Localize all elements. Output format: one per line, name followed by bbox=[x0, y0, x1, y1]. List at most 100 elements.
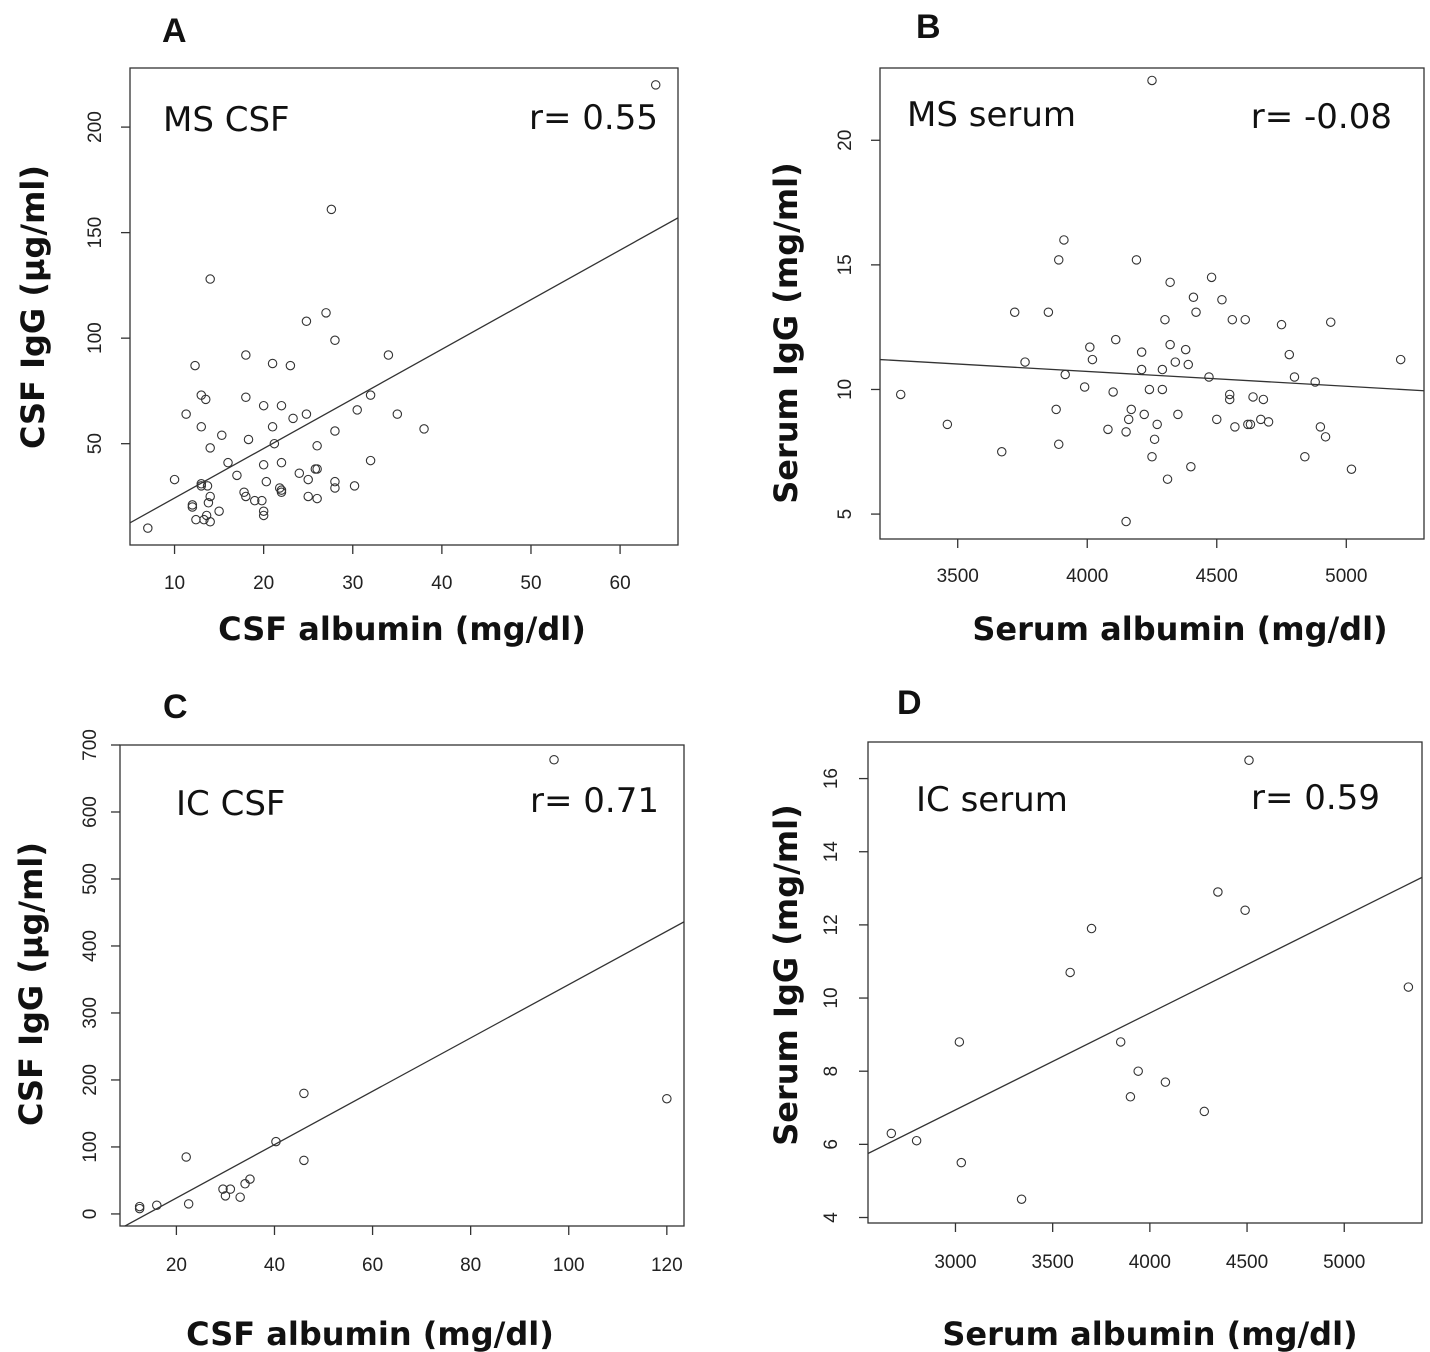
data-point-a-61 bbox=[349, 481, 360, 491]
data-point-a-39 bbox=[274, 483, 285, 493]
x-tick-label-c-80: 80 bbox=[460, 1255, 481, 1276]
data-point-b-61 bbox=[1300, 452, 1310, 462]
x-tick-label-c-20: 20 bbox=[166, 1255, 187, 1276]
plot-frame-c bbox=[119, 744, 685, 1227]
data-point-b-20 bbox=[1126, 404, 1137, 415]
data-point-b-7 bbox=[1053, 439, 1064, 450]
panel-a: A MS CSF r= 0.55 CSF albumin (mg/dl) CSF… bbox=[14, 12, 679, 648]
data-point-d-10 bbox=[1160, 1077, 1171, 1087]
data-point-a-55 bbox=[321, 308, 331, 318]
panel-d: D IC serum r= 0.59 Serum albumin (mg/dl)… bbox=[767, 684, 1423, 1352]
data-point-a-29 bbox=[249, 495, 260, 506]
data-point-b-15 bbox=[1110, 334, 1121, 345]
panel-letter-c: C bbox=[163, 688, 188, 726]
data-point-a-44 bbox=[285, 360, 296, 371]
data-point-c-9 bbox=[240, 1179, 250, 1189]
data-point-a-49 bbox=[303, 491, 313, 502]
x-tick-label-c-100: 100 bbox=[553, 1255, 585, 1276]
data-point-a-24 bbox=[239, 487, 249, 497]
data-point-c-5 bbox=[218, 1184, 228, 1194]
data-point-a-4 bbox=[187, 502, 198, 512]
y-tick-label-d-8: 8 bbox=[821, 1066, 842, 1077]
data-point-b-19 bbox=[1123, 414, 1134, 425]
y-axis-title-d: Serum IgG (mg/ml) bbox=[767, 804, 805, 1146]
y-tick-label-c-0: 0 bbox=[80, 1209, 101, 1220]
y-tick-label-d-16: 16 bbox=[821, 768, 842, 789]
data-point-b-13 bbox=[1087, 354, 1098, 365]
data-point-c-1 bbox=[134, 1201, 145, 1212]
data-point-d-5 bbox=[1065, 967, 1075, 978]
y-axis-title-c: CSF IgG (µg/ml) bbox=[12, 842, 50, 1126]
data-point-a-16 bbox=[205, 491, 215, 502]
y-tick-label-c-600: 600 bbox=[80, 796, 101, 828]
data-point-b-60 bbox=[1289, 372, 1300, 382]
data-point-b-33 bbox=[1162, 474, 1173, 484]
data-point-d-1 bbox=[911, 1135, 922, 1146]
data-point-c-14 bbox=[549, 754, 559, 765]
y-tick-label-b-5: 5 bbox=[835, 509, 856, 520]
data-point-a-60 bbox=[330, 335, 340, 346]
y-tick-label-d-4: 4 bbox=[821, 1212, 842, 1223]
data-point-d-9 bbox=[1133, 1066, 1143, 1076]
data-point-b-18 bbox=[1121, 427, 1131, 437]
data-point-b-52 bbox=[1243, 419, 1253, 430]
data-point-c-11 bbox=[271, 1136, 281, 1147]
data-point-a-43 bbox=[276, 485, 287, 495]
data-point-c-3 bbox=[181, 1152, 191, 1162]
data-point-a-25 bbox=[241, 491, 251, 502]
data-point-b-55 bbox=[1256, 414, 1266, 425]
data-point-c-12 bbox=[299, 1155, 309, 1166]
data-point-b-39 bbox=[1183, 359, 1194, 370]
data-point-b-30 bbox=[1157, 364, 1168, 375]
data-point-a-42 bbox=[276, 457, 287, 468]
x-tick-label-b-4000: 4000 bbox=[1066, 566, 1108, 587]
x-tick-label-a-40: 40 bbox=[431, 573, 452, 594]
x-tick-label-d-4000: 4000 bbox=[1129, 1252, 1171, 1273]
panel-c: C IC CSF r= 0.71 CSF albumin (mg/dl) CSF… bbox=[12, 688, 685, 1352]
data-point-a-18 bbox=[205, 443, 215, 453]
data-point-a-26 bbox=[241, 392, 251, 403]
plot-area-b bbox=[880, 75, 1424, 527]
data-point-a-67 bbox=[419, 424, 429, 434]
data-point-b-40 bbox=[1186, 461, 1196, 472]
data-point-b-47 bbox=[1224, 394, 1235, 405]
data-point-a-2 bbox=[181, 409, 191, 419]
correlation-label-d: r= 0.59 bbox=[1251, 778, 1380, 818]
data-point-b-14 bbox=[1103, 424, 1113, 435]
series-label-a: MS CSF bbox=[163, 100, 290, 140]
panel-letter-b: B bbox=[916, 8, 941, 46]
data-point-b-58 bbox=[1276, 319, 1287, 330]
data-point-a-57 bbox=[330, 476, 340, 487]
x-tick-label-d-3000: 3000 bbox=[934, 1252, 976, 1273]
data-point-b-62 bbox=[1310, 377, 1320, 387]
panel-letter-d: D bbox=[897, 684, 922, 722]
data-point-a-68 bbox=[650, 80, 661, 90]
data-point-b-5 bbox=[1043, 307, 1054, 317]
data-point-b-63 bbox=[1315, 422, 1326, 432]
x-axis-title-a: CSF albumin (mg/dl) bbox=[218, 610, 586, 648]
data-point-b-35 bbox=[1165, 277, 1175, 288]
plot-frame-b bbox=[879, 67, 1425, 540]
data-point-b-41 bbox=[1188, 292, 1199, 303]
data-point-a-35 bbox=[261, 476, 272, 487]
y-tick-label-b-20: 20 bbox=[835, 130, 856, 151]
data-point-a-53 bbox=[312, 493, 322, 504]
y-axis-title-a: CSF IgG (µg/ml) bbox=[14, 165, 52, 449]
data-point-a-9 bbox=[196, 422, 207, 432]
data-point-a-32 bbox=[258, 506, 269, 516]
data-point-b-27 bbox=[1147, 75, 1157, 86]
data-point-a-54 bbox=[312, 441, 322, 451]
x-tick-label-b-4500: 4500 bbox=[1196, 566, 1238, 587]
plot-area-d bbox=[868, 755, 1422, 1204]
data-point-b-12 bbox=[1085, 342, 1095, 352]
data-point-c-0 bbox=[134, 1203, 145, 1214]
series-label-c: IC CSF bbox=[176, 784, 285, 824]
data-point-a-52 bbox=[312, 464, 322, 474]
data-point-b-67 bbox=[1395, 354, 1406, 365]
data-point-d-8 bbox=[1125, 1092, 1136, 1102]
data-point-a-17 bbox=[205, 517, 215, 527]
data-point-c-7 bbox=[225, 1184, 236, 1194]
data-point-b-24 bbox=[1139, 409, 1149, 420]
data-point-a-47 bbox=[301, 409, 312, 419]
plot-area-a bbox=[130, 80, 678, 533]
